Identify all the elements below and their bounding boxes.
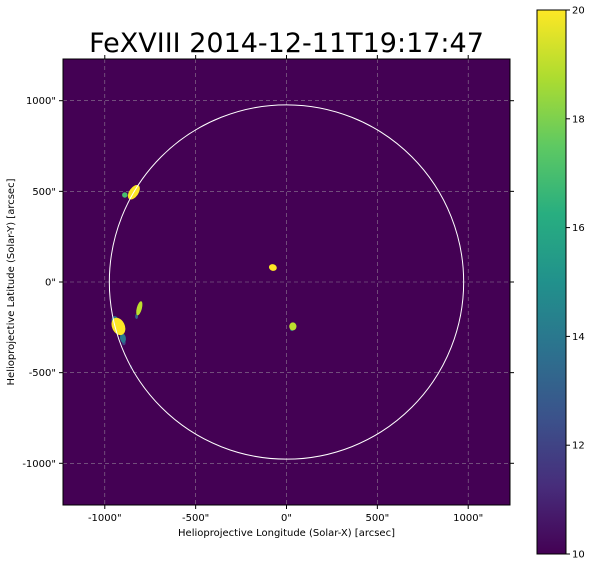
- bright-region: [111, 317, 126, 336]
- colorbar-tick-label: 20: [572, 6, 585, 17]
- colorbar-tick-label: 16: [572, 223, 585, 234]
- bright-region: [136, 301, 143, 316]
- x-tick-label: 0": [281, 513, 292, 524]
- x-tick-label: -500": [182, 513, 209, 524]
- y-tick-label: 500": [32, 187, 56, 198]
- y-tick-label: -1000": [22, 459, 56, 470]
- bright-regions: [111, 185, 297, 370]
- bright-region: [268, 264, 277, 271]
- bright-region: [119, 333, 126, 343]
- colorbar-ticks: 10 12 14 16 18 20: [566, 6, 585, 561]
- colorbar: [536, 9, 567, 555]
- y-tick-label: 0": [45, 278, 56, 289]
- bright-region: [122, 192, 128, 198]
- x-tick-label: 1000": [453, 513, 483, 524]
- axis-ticks: -1000" -500" 0" 500" 1000" -1000" -500" 0" 500" 1…: [22, 55, 514, 524]
- x-axis-label: Helioprojective Longitude (Solar-X) [arc…: [178, 528, 395, 539]
- x-tick-label: -1000": [88, 513, 122, 524]
- grid-lines: [63, 59, 510, 505]
- y-tick-label: -500": [29, 368, 56, 379]
- chart-title: FeXVIII 2014-12-11T19:17:47: [89, 28, 484, 59]
- colorbar-tick-label: 12: [572, 441, 585, 452]
- x-tick-label: 500": [366, 513, 390, 524]
- y-axis-label: Helioprojective Latitude (Solar-Y) [arcs…: [6, 178, 17, 385]
- bright-region: [289, 322, 297, 331]
- colorbar-tick-label: 10: [572, 550, 585, 561]
- colorbar-tick-label: 18: [572, 114, 585, 125]
- solar-limb: [108, 104, 465, 460]
- colorbar-tick-label: 14: [572, 332, 585, 343]
- y-tick-label: 1000": [26, 96, 56, 107]
